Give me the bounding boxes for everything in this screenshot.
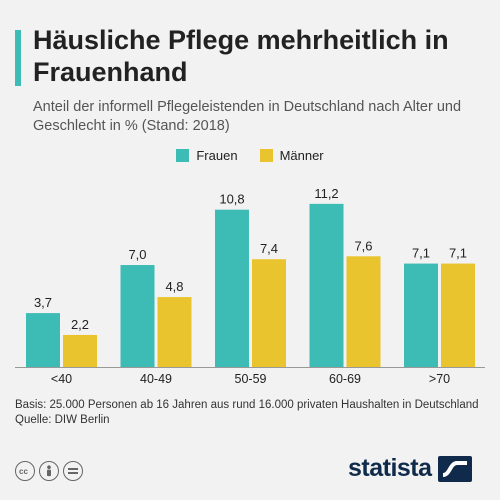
data-label-maenner-0: 2,2 <box>71 317 89 332</box>
legend-swatch-maenner <box>259 149 273 162</box>
license-icons: cc <box>15 461 83 481</box>
svg-text:cc: cc <box>19 467 28 475</box>
legend: Frauen Männer <box>0 148 500 163</box>
data-label-frauen-2: 10,8 <box>219 192 244 207</box>
equals-icon[interactable] <box>63 461 83 481</box>
x-tick-label-4: >70 <box>429 372 450 386</box>
x-tick-label-3: 60-69 <box>329 372 361 386</box>
bar-frauen-3 <box>309 203 344 367</box>
data-label-maenner-4: 7,1 <box>449 246 467 261</box>
bar-maenner-3 <box>346 256 381 367</box>
statista-logo[interactable]: statista <box>348 454 472 483</box>
footnote: Basis: 25.000 Personen ab 16 Jahren aus … <box>15 398 485 428</box>
bar-frauen-4 <box>404 263 438 367</box>
x-tick-label-2: 50-59 <box>235 372 267 386</box>
footnote-source: Quelle: DIW Berlin <box>15 414 110 426</box>
chart-subtitle: Anteil der informell Pflegeleistenden in… <box>33 99 462 134</box>
legend-swatch-frauen <box>176 149 190 162</box>
accent-bar <box>15 30 21 86</box>
bar-chart: 3,7 2,2 <40 7,0 4,8 40-49 10,8 7,4 50-59 11,2 7,6 6… <box>15 186 485 386</box>
data-label-frauen-1: 7,0 <box>128 247 146 262</box>
x-tick-label-1: 40-49 <box>140 372 172 386</box>
bar-maenner-2 <box>252 259 286 367</box>
bar-maenner-4 <box>441 263 475 367</box>
legend-item-maenner: Männer <box>259 148 324 163</box>
bar-frauen-2 <box>215 209 249 367</box>
bar-maenner-0 <box>63 334 97 367</box>
x-tick-label-0: <40 <box>51 372 72 386</box>
legend-label-maenner: Männer <box>279 148 324 163</box>
data-label-frauen-4: 7,1 <box>412 246 430 261</box>
data-label-maenner-2: 7,4 <box>260 241 278 256</box>
person-icon[interactable] <box>39 461 59 481</box>
brand-name: statista <box>348 454 432 482</box>
cc-icon[interactable]: cc <box>15 461 35 481</box>
bar-frauen-0 <box>26 313 60 367</box>
statista-logo-icon <box>437 455 472 482</box>
legend-item-frauen: Frauen <box>176 148 238 163</box>
data-label-maenner-3: 7,6 <box>354 238 372 253</box>
legend-label-frauen: Frauen <box>196 148 238 163</box>
data-label-frauen-0: 3,7 <box>34 295 52 310</box>
bar-maenner-1 <box>157 297 192 367</box>
data-label-maenner-1: 4,8 <box>165 279 183 294</box>
footnote-basis: Basis: 25.000 Personen ab 16 Jahren aus … <box>15 399 479 411</box>
bar-frauen-1 <box>120 265 155 367</box>
chart-title: Häusliche Pflege mehrheitlich in Frauenh… <box>33 25 449 87</box>
data-label-frauen-3: 11,2 <box>314 186 338 201</box>
